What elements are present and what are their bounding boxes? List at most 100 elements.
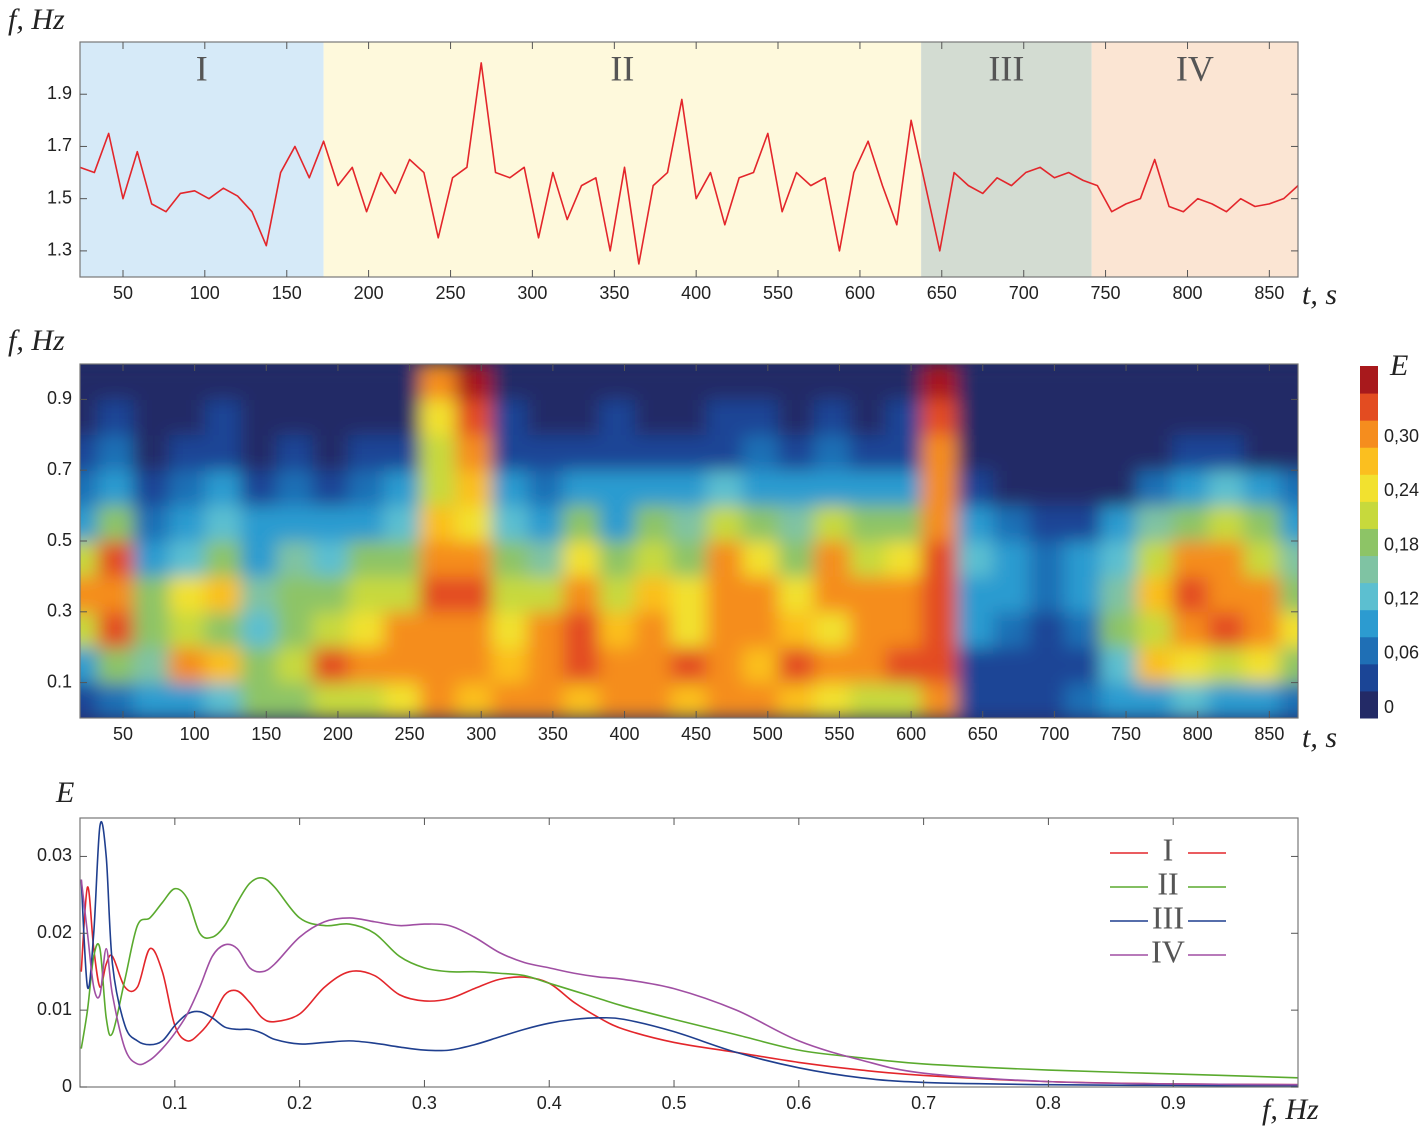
heatmap-cell [778, 469, 815, 507]
heatmap-cell [813, 611, 851, 648]
y-tick-label: 0.01 [37, 999, 72, 1019]
x-tick-label: 150 [251, 724, 281, 744]
heatmap-cell [1028, 398, 1066, 436]
colorbar-band [1360, 663, 1378, 692]
series-line [80, 877, 1299, 1079]
heatmap-cell [885, 469, 923, 507]
heatmap-cell [1064, 575, 1102, 613]
heatmap-cell [778, 434, 815, 471]
heatmap-cell [240, 646, 278, 684]
heatmap-cell [778, 364, 815, 400]
heatmap-cell [348, 364, 385, 400]
heatmap-cell [634, 646, 672, 684]
heatmap-cell [706, 364, 744, 400]
heatmap-cell [1028, 646, 1066, 684]
heatmap-cell [97, 434, 135, 471]
heatmap-cell [455, 469, 493, 507]
heatmap-cell [1243, 611, 1281, 648]
heatmap-cell [455, 364, 493, 400]
heatmap-cell [169, 646, 206, 684]
heatmap-cell [384, 505, 421, 542]
heatmap-cell [133, 364, 171, 400]
heatmap-cell [276, 575, 314, 613]
x-tick-label: 300 [466, 724, 496, 744]
heatmap-cell [742, 540, 780, 577]
heatmap-cell [1100, 434, 1138, 471]
heatmap-cell [598, 434, 636, 471]
heatmap-cell [1243, 540, 1281, 577]
heatmap-cell [885, 398, 923, 436]
heatmap-cell [993, 469, 1030, 507]
heatmap-cell [957, 540, 994, 577]
heatmap-cell [80, 540, 99, 577]
heatmap-cell [813, 398, 851, 436]
colorbar-tick-label: 0,06 [1384, 643, 1419, 663]
x-tick-label: 0.2 [287, 1093, 312, 1113]
heatmap-cell [204, 364, 242, 400]
legend-label: II [1157, 865, 1178, 901]
heatmap-cell [491, 364, 529, 400]
heatmap-cell [80, 434, 99, 471]
region [1091, 42, 1298, 277]
heatmap-cell [957, 575, 994, 613]
x-tick-label: 0.9 [1161, 1093, 1186, 1113]
heatmap-cell [419, 505, 457, 542]
y-axis-label: f, Hz [8, 3, 65, 36]
x-tick-label: 0.4 [537, 1093, 562, 1113]
x-tick-label: 550 [763, 283, 793, 303]
heatmap-cell [384, 682, 421, 718]
heatmap-cell [1172, 505, 1209, 542]
heatmap-cell [742, 364, 780, 400]
heatmap-cell [240, 540, 278, 577]
region [323, 42, 922, 277]
colorbar-band [1360, 447, 1378, 475]
heatmap-cell [312, 682, 350, 718]
heatmap-cell [742, 575, 780, 613]
heatmap-cell [813, 434, 851, 471]
heatmap-cell [384, 398, 421, 436]
heatmap-cell [527, 540, 565, 577]
heatmap-cell [204, 505, 242, 542]
heatmap-cell [348, 575, 385, 613]
heatmap-cell [240, 434, 278, 471]
heatmap-cell [491, 469, 529, 507]
x-tick-label: 850 [1254, 724, 1284, 744]
heatmap-cell [384, 364, 421, 400]
heatmap-cell [1243, 434, 1281, 471]
heatmap-cell [921, 682, 959, 718]
heatmap-cell [312, 398, 350, 436]
heatmap-cell [1279, 540, 1298, 577]
heatmap-cell [957, 682, 994, 718]
heatmap-cell [670, 611, 708, 648]
heatmap-cell [1136, 364, 1174, 400]
heatmap-cell [742, 505, 780, 542]
heatmap-cell [993, 434, 1030, 471]
series-line [80, 821, 1299, 1088]
heatmap-cell [1028, 682, 1066, 718]
heatmap-cell [1207, 575, 1245, 613]
heatmap-cell [598, 682, 636, 718]
colorbar-tick-label: 0,24 [1384, 480, 1419, 500]
heatmap-cell [706, 398, 744, 436]
colorbar-band [1360, 636, 1378, 665]
plot-frame [79, 41, 1299, 278]
heatmap-cell [1064, 434, 1102, 471]
heatmap-cell [1172, 469, 1209, 507]
colorbar-band [1360, 582, 1378, 611]
colorbar-band [1360, 609, 1378, 638]
heatmap-cell [598, 398, 636, 436]
x-tick-label: 600 [896, 724, 926, 744]
heatmap-cell [778, 646, 815, 684]
heatmap-cell [133, 646, 171, 684]
heatmap-cell [97, 682, 135, 718]
heatmap-cell [1136, 398, 1174, 436]
heatmap-cell [1243, 682, 1281, 718]
heatmap-cell [97, 364, 135, 400]
region [80, 42, 324, 277]
heatmap-cell [204, 646, 242, 684]
heatmap-cell [312, 469, 350, 507]
y-tick-label: 0.03 [37, 845, 72, 865]
heatmap-cell [813, 505, 851, 542]
x-tick-label: 250 [436, 283, 466, 303]
y-tick-label: 0.5 [47, 530, 72, 550]
